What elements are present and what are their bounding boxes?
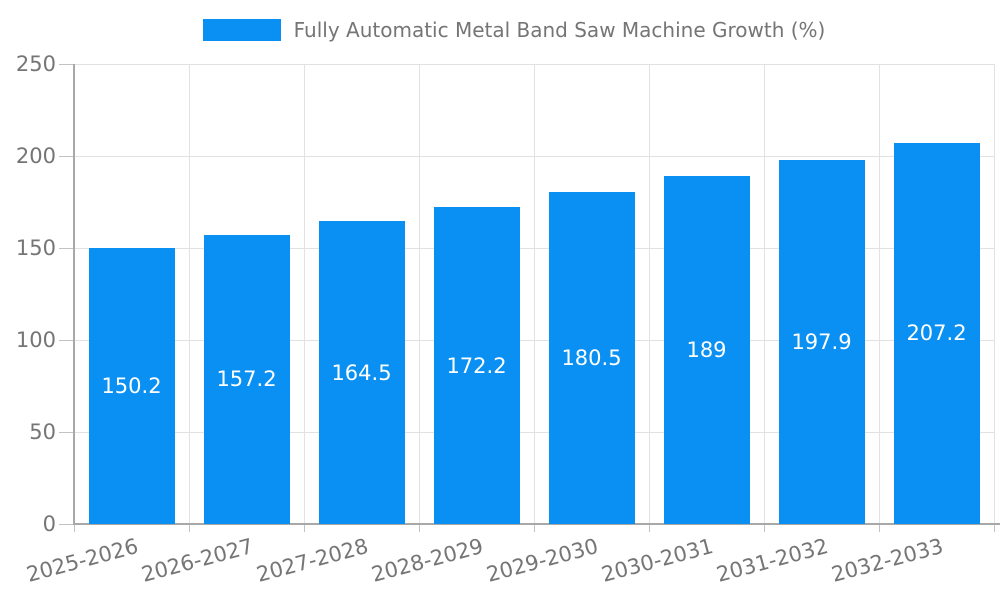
- y-tick-label: 0: [42, 512, 56, 536]
- x-tick: [73, 524, 75, 532]
- v-gridline: [303, 64, 305, 524]
- y-axis-line: [73, 64, 75, 525]
- bar: [203, 234, 290, 524]
- y-tick-label: 150: [15, 236, 56, 260]
- bar: [893, 142, 980, 524]
- x-axis-line: [73, 523, 1000, 525]
- bar-value-label: 189: [686, 338, 727, 363]
- bar-value-label: 207.2: [906, 321, 967, 346]
- x-tick: [303, 524, 305, 532]
- x-tick: [878, 524, 880, 532]
- v-gridline: [188, 64, 190, 524]
- x-tick: [648, 524, 650, 532]
- bar: [318, 221, 405, 524]
- x-tick-label: 2030-2031: [598, 534, 716, 587]
- y-tick-label: 200: [15, 144, 56, 168]
- y-tick: [59, 523, 74, 525]
- v-gridline: [533, 64, 535, 524]
- x-tick: [763, 524, 765, 532]
- bar: [433, 207, 520, 524]
- x-tick-label: 2026-2027: [138, 534, 256, 587]
- bar-value-label: 157.2: [216, 367, 277, 392]
- bar-value-label: 197.9: [791, 329, 852, 354]
- y-tick: [59, 63, 74, 65]
- x-tick: [993, 524, 995, 532]
- v-gridline: [648, 64, 650, 524]
- legend-swatch: [202, 19, 281, 41]
- v-gridline: [993, 64, 995, 524]
- legend-item[interactable]: Fully Automatic Metal Band Saw Machine G…: [14, 18, 1000, 42]
- bar-value-label: 164.5: [331, 360, 392, 385]
- v-gridline: [418, 64, 420, 524]
- y-tick: [59, 431, 74, 433]
- bar: [88, 247, 175, 524]
- x-tick-label: 2025-2026: [23, 534, 141, 587]
- x-tick-label: 2027-2028: [253, 534, 371, 587]
- x-tick-label: 2032-2033: [828, 534, 946, 587]
- legend-label: Fully Automatic Metal Band Saw Machine G…: [293, 18, 826, 42]
- bar-value-label: 150.2: [101, 373, 162, 398]
- bar: [663, 176, 750, 524]
- y-tick-label: 100: [15, 328, 56, 352]
- v-gridline: [878, 64, 880, 524]
- bar: [548, 191, 635, 524]
- bar-value-label: 172.2: [446, 353, 507, 378]
- x-tick: [188, 524, 190, 532]
- bar-value-label: 180.5: [561, 345, 622, 370]
- bar: [778, 159, 865, 524]
- x-tick: [418, 524, 420, 532]
- y-tick: [59, 247, 74, 249]
- y-tick: [59, 155, 74, 157]
- x-tick-label: 2031-2032: [713, 534, 831, 587]
- y-tick-label: 250: [15, 52, 56, 76]
- v-gridline: [763, 64, 765, 524]
- x-tick-label: 2028-2029: [368, 534, 486, 587]
- y-tick: [59, 339, 74, 341]
- x-tick: [533, 524, 535, 532]
- x-tick-label: 2029-2030: [483, 534, 601, 587]
- y-tick-label: 50: [29, 420, 56, 444]
